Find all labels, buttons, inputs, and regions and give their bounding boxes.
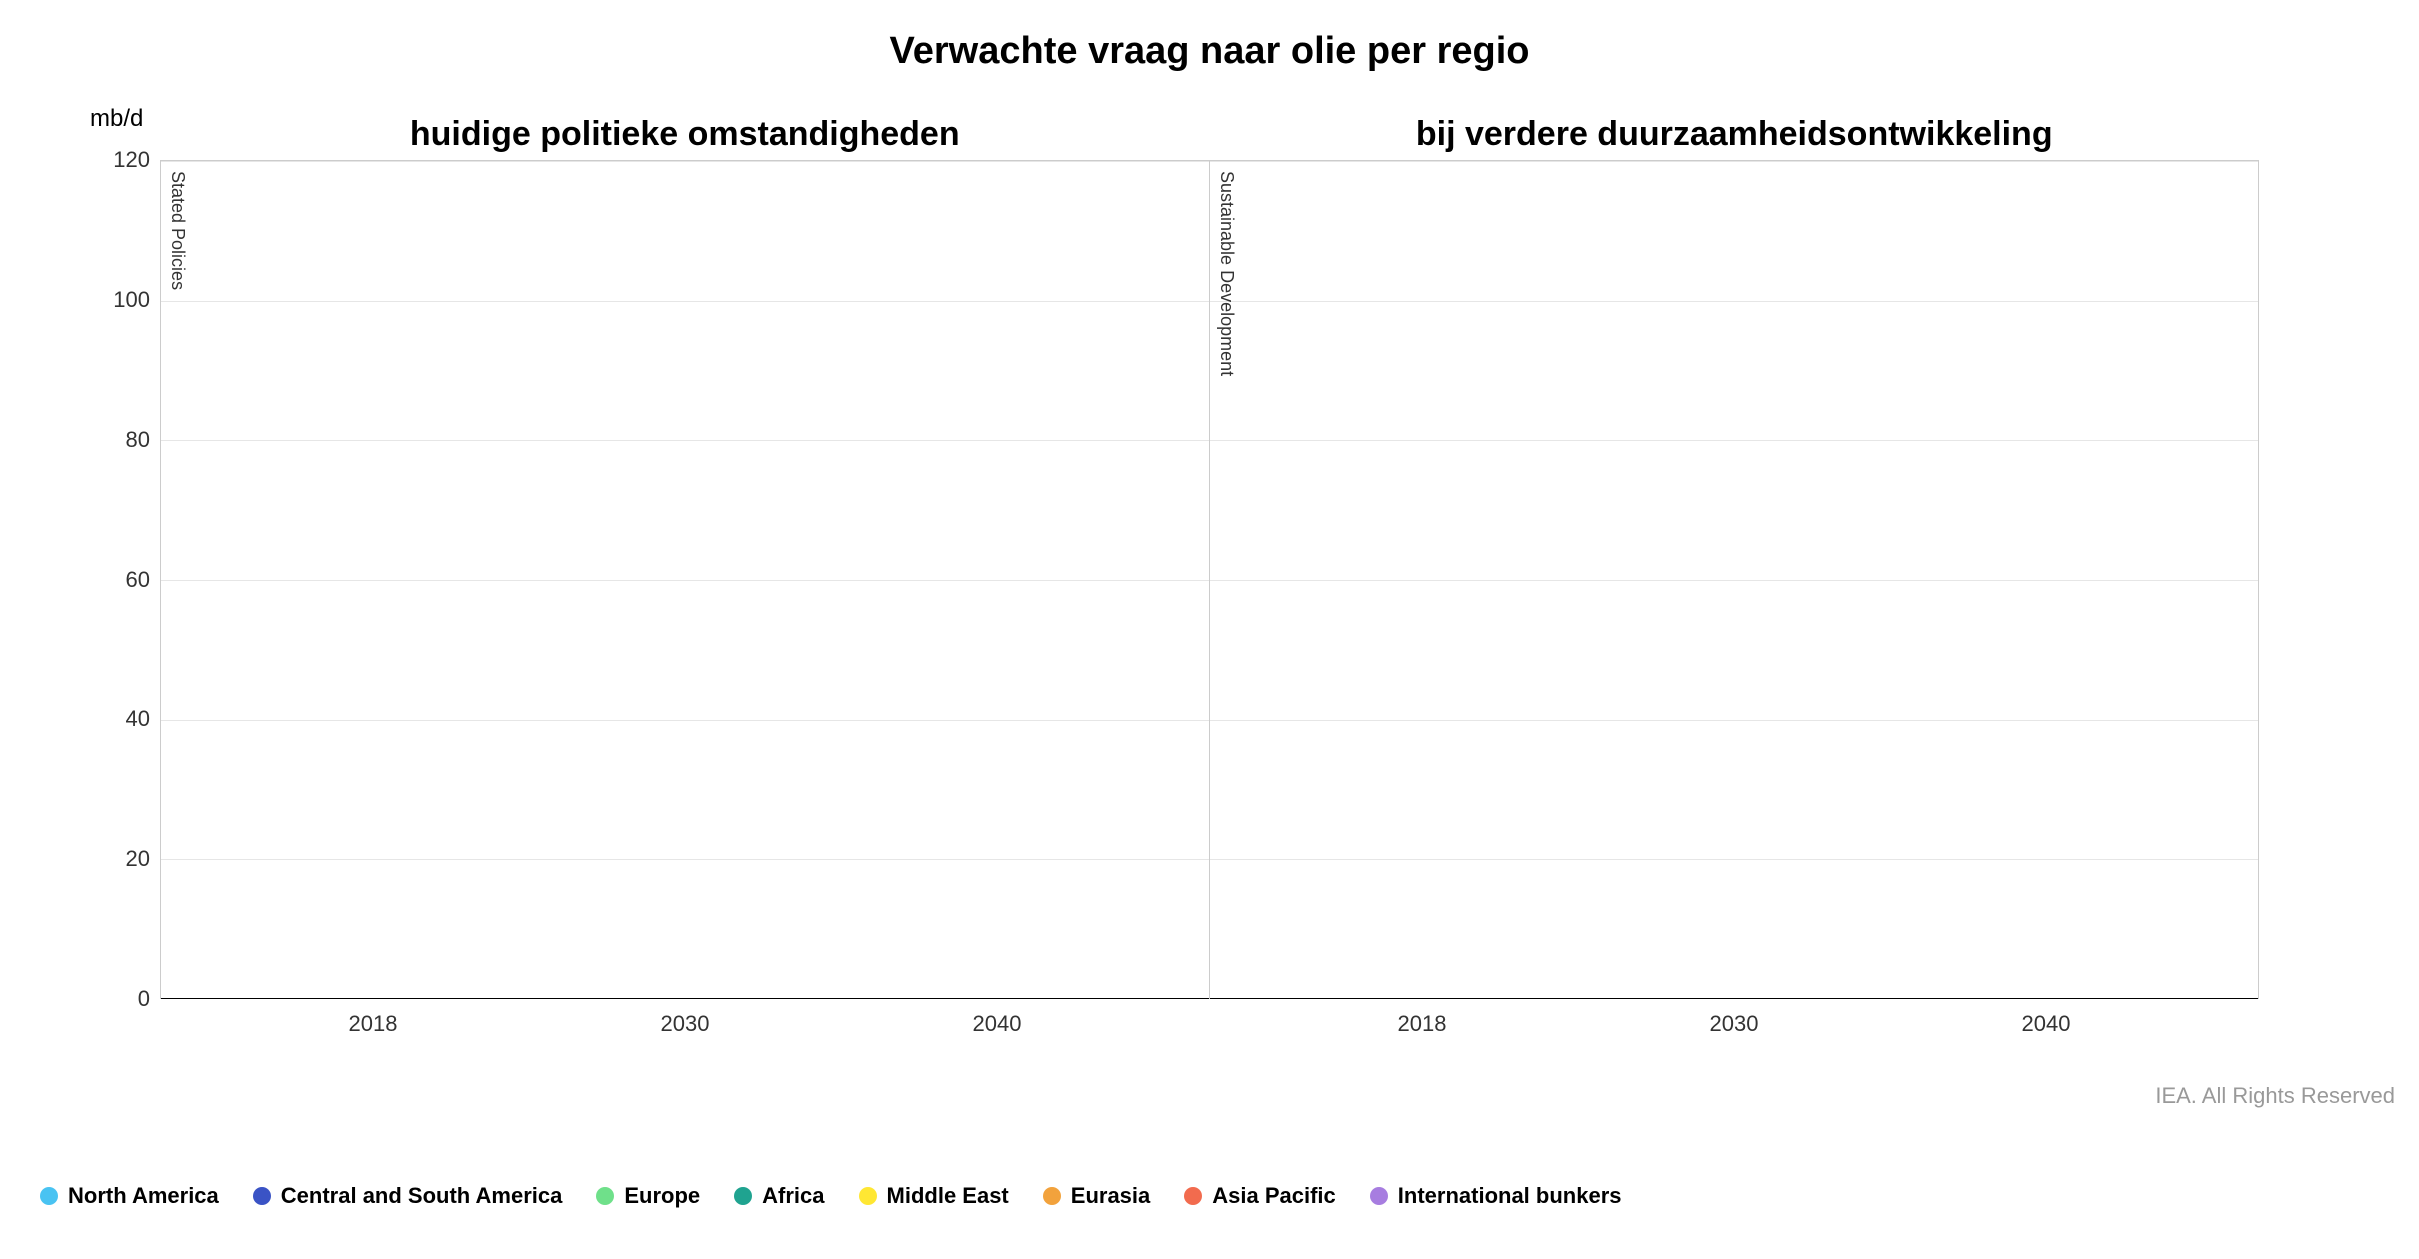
legend: North America Central and South America Eu… <box>40 1183 1622 1209</box>
x-axis-baseline <box>1210 998 2258 999</box>
y-tick: 60 <box>100 567 150 593</box>
legend-label: Eurasia <box>1071 1183 1151 1209</box>
panel-titles: huidige politieke omstandigheden bij ver… <box>160 115 2259 154</box>
legend-label: Middle East <box>887 1183 1009 1209</box>
legend-item[interactable]: Asia Pacific <box>1184 1183 1336 1209</box>
legend-item[interactable]: North America <box>40 1183 219 1209</box>
legend-swatch <box>734 1187 752 1205</box>
bars-row <box>1210 161 2258 999</box>
y-tick: 120 <box>100 147 150 173</box>
legend-label: International bunkers <box>1398 1183 1622 1209</box>
legend-swatch <box>1043 1187 1061 1205</box>
y-axis-label: mb/d <box>90 105 143 133</box>
x-axis-labels: 2018 2030 2040 <box>1210 999 2258 1037</box>
legend-label: North America <box>68 1183 219 1209</box>
legend-swatch <box>1370 1187 1388 1205</box>
panel-title-1: bij verdere duurzaamheidsontwikkeling <box>1210 115 2260 154</box>
legend-swatch <box>40 1187 58 1205</box>
legend-swatch <box>859 1187 877 1205</box>
y-tick: 20 <box>100 846 150 872</box>
source-attribution: IEA. All Rights Reserved <box>2155 1083 2395 1109</box>
panel-title-0: huidige politieke omstandigheden <box>160 115 1210 154</box>
chart-title: Verwachte vraag naar olie per regio <box>0 30 2419 73</box>
legend-item[interactable]: International bunkers <box>1370 1183 1622 1209</box>
y-axis-ticks: 020406080100120 <box>100 160 150 999</box>
legend-label: Africa <box>762 1183 824 1209</box>
y-tick: 0 <box>100 986 150 1012</box>
chart-container: Verwachte vraag naar olie per regio mb/d… <box>0 0 2419 1259</box>
x-tick-label: 2018 <box>1322 1011 1522 1037</box>
legend-item[interactable]: Eurasia <box>1043 1183 1151 1209</box>
chart-panel: Stated Policies201820302040 <box>160 160 1210 999</box>
legend-label: Europe <box>624 1183 700 1209</box>
bars-row <box>161 161 1209 999</box>
x-tick-label: 2040 <box>897 1011 1097 1037</box>
y-tick: 40 <box>100 706 150 732</box>
legend-label: Asia Pacific <box>1212 1183 1336 1209</box>
legend-item[interactable]: Africa <box>734 1183 824 1209</box>
legend-label: Central and South America <box>281 1183 563 1209</box>
legend-swatch <box>596 1187 614 1205</box>
chart-panel: Sustainable Development201820302040 <box>1210 160 2259 999</box>
x-axis-baseline <box>161 998 1209 999</box>
x-tick-label: 2030 <box>1634 1011 1834 1037</box>
x-axis-labels: 2018 2030 2040 <box>161 999 1209 1037</box>
x-tick-label: 2018 <box>273 1011 473 1037</box>
x-tick-label: 2040 <box>1946 1011 2146 1037</box>
legend-item[interactable]: Europe <box>596 1183 700 1209</box>
legend-item[interactable]: Middle East <box>859 1183 1009 1209</box>
legend-swatch <box>253 1187 271 1205</box>
chart-plot-area: Stated Policies201820302040Sustainable D… <box>160 160 2259 999</box>
x-tick-label: 2030 <box>585 1011 785 1037</box>
legend-swatch <box>1184 1187 1202 1205</box>
y-tick: 100 <box>100 287 150 313</box>
y-tick: 80 <box>100 427 150 453</box>
legend-item[interactable]: Central and South America <box>253 1183 563 1209</box>
